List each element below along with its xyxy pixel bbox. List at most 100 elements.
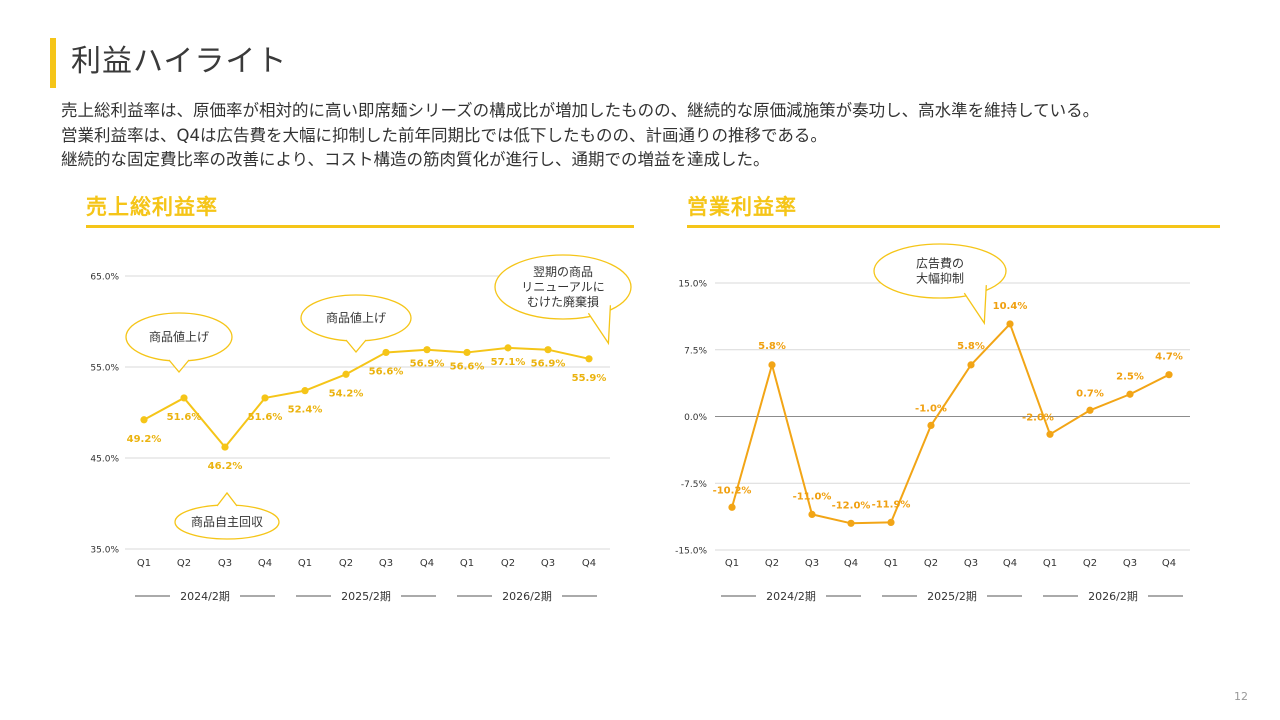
data-label: 57.1% <box>491 357 526 368</box>
callout-tail <box>345 339 367 354</box>
data-label: 56.6% <box>369 366 404 377</box>
callout-tail <box>587 305 612 346</box>
y-tick-label: -15.0% <box>675 547 707 557</box>
gross-margin-title: 売上総利益率 <box>86 195 218 219</box>
data-label: 5.8% <box>758 341 786 352</box>
callout-tail <box>216 491 238 507</box>
x-tick-label: Q2 <box>765 558 779 569</box>
callout-bubble <box>494 254 632 320</box>
x-tick-label: Q3 <box>541 558 555 569</box>
data-label: 54.2% <box>329 388 364 399</box>
x-tick-label: Q2 <box>924 558 938 569</box>
x-tick-label: Q4 <box>420 558 434 569</box>
callout-bubble <box>873 243 1007 299</box>
data-point <box>808 510 816 518</box>
period-label: 2026/2期 <box>502 590 552 603</box>
data-label: 46.2% <box>208 461 243 472</box>
data-label: 49.2% <box>127 434 162 445</box>
y-tick-label: 15.0% <box>678 280 707 290</box>
callout-text: 翌期の商品 <box>533 264 593 279</box>
data-point <box>544 346 552 354</box>
summary-line: 継続的な固定費比率の改善により、コスト構造の筋肉質化が進行し、通期での増益を達成… <box>61 150 770 169</box>
x-tick-label: Q1 <box>884 558 898 569</box>
x-tick-label: Q1 <box>137 558 151 569</box>
callout-text: 商品自主回収 <box>191 514 263 529</box>
callout-text: むけた廃棄損 <box>527 294 599 309</box>
y-tick-label: 0.0% <box>684 413 707 423</box>
period-label: 2024/2期 <box>766 590 816 603</box>
callout-text: 広告費の <box>916 256 964 271</box>
summary-line: 営業利益率は、Q4は広告費を大幅に抑制した前年同期比では低下したものの、計画通り… <box>61 125 827 145</box>
data-label: -10.2% <box>713 485 752 496</box>
summary-line: 売上総利益率は、原価率が相対的に高い即席麺シリーズの構成比が増加したものの、継続… <box>61 101 1100 120</box>
callout: 商品値上げ <box>300 294 412 354</box>
data-label: 51.6% <box>248 412 283 423</box>
data-label: 0.7% <box>1076 388 1104 399</box>
x-tick-label: Q4 <box>1162 558 1176 569</box>
data-label: 52.4% <box>288 405 323 416</box>
data-point <box>261 394 269 402</box>
y-tick-label: 35.0% <box>90 546 119 556</box>
data-label: 56.6% <box>450 361 485 372</box>
data-point <box>423 346 431 354</box>
data-label: 10.4% <box>993 301 1028 312</box>
x-tick-label: Q4 <box>1003 558 1017 569</box>
x-tick-label: Q1 <box>460 558 474 569</box>
period-label: 2026/2期 <box>1088 590 1138 603</box>
data-point <box>463 348 471 357</box>
period-label: 2024/2期 <box>180 590 230 603</box>
data-label: 56.9% <box>410 359 445 370</box>
data-label: -11.0% <box>793 491 832 502</box>
x-tick-label: Q1 <box>298 558 312 569</box>
x-tick-label: Q2 <box>177 558 191 569</box>
x-tick-label: Q3 <box>964 558 978 569</box>
data-point <box>1006 320 1014 328</box>
data-label: -1.0% <box>915 403 947 414</box>
data-point <box>768 361 776 369</box>
data-point <box>1126 390 1134 398</box>
callout-tail <box>168 359 190 374</box>
summary-text: 売上総利益率は、原価率が相対的に高い即席麺シリーズの構成比が増加したものの、継続… <box>61 99 1241 173</box>
title-accent-bar <box>50 38 56 88</box>
data-point <box>342 370 350 378</box>
data-label: 2.5% <box>1116 371 1144 382</box>
series-line <box>143 346 590 449</box>
x-tick-label: Q1 <box>725 558 739 569</box>
gross-margin-title-rule <box>86 225 634 228</box>
callout-text: 大幅抑制 <box>916 271 964 286</box>
x-tick-label: Q1 <box>1043 558 1057 569</box>
callout-tail <box>963 285 987 326</box>
page-title: 利益ハイライト <box>71 44 288 79</box>
data-label: 4.7% <box>1155 352 1183 363</box>
callout: 商品自主回収 <box>174 491 280 540</box>
data-label: -2.0% <box>1022 412 1054 423</box>
page-number: 12 <box>1234 690 1248 703</box>
data-point <box>382 348 390 357</box>
data-point <box>927 421 935 429</box>
data-label: 56.9% <box>531 359 566 370</box>
period-label: 2025/2期 <box>927 590 977 603</box>
callout-text: 商品値上げ <box>326 310 386 325</box>
y-tick-label: 55.0% <box>90 364 119 374</box>
callout-text: 商品値上げ <box>149 329 209 344</box>
data-label: 55.9% <box>572 373 607 384</box>
period-label: 2025/2期 <box>341 590 391 603</box>
operating-margin-title-rule <box>687 225 1220 228</box>
data-point <box>140 416 148 424</box>
data-label: -12.0% <box>832 500 871 511</box>
operating-margin-title: 営業利益率 <box>687 195 797 219</box>
x-tick-label: Q3 <box>805 558 819 569</box>
x-tick-label: Q3 <box>1123 558 1137 569</box>
y-tick-label: -7.5% <box>681 480 708 490</box>
y-tick-label: 65.0% <box>90 273 119 283</box>
data-point <box>504 344 512 352</box>
data-point <box>967 361 975 369</box>
data-point <box>1086 406 1094 414</box>
data-label: 51.6% <box>167 412 202 423</box>
y-tick-label: 7.5% <box>684 346 707 356</box>
x-tick-label: Q2 <box>339 558 353 569</box>
